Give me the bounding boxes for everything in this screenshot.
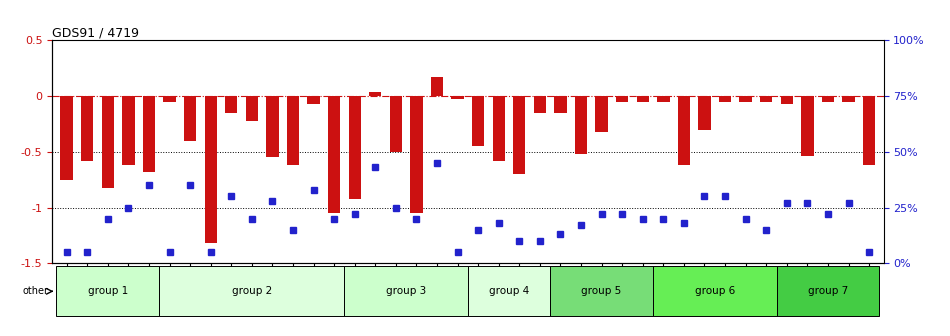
Bar bbox=[370, 92, 382, 96]
FancyBboxPatch shape bbox=[550, 266, 653, 317]
Bar bbox=[349, 96, 361, 199]
Bar bbox=[390, 96, 402, 152]
Bar bbox=[492, 96, 504, 161]
Bar bbox=[822, 96, 834, 102]
Bar bbox=[739, 96, 751, 102]
Bar bbox=[431, 77, 444, 96]
Bar bbox=[554, 96, 566, 113]
FancyBboxPatch shape bbox=[653, 266, 776, 317]
Bar bbox=[760, 96, 772, 102]
FancyBboxPatch shape bbox=[56, 266, 160, 317]
Bar bbox=[801, 96, 813, 156]
Bar bbox=[287, 96, 299, 165]
Bar bbox=[142, 96, 155, 172]
Bar bbox=[575, 96, 587, 154]
FancyBboxPatch shape bbox=[345, 266, 467, 317]
Bar bbox=[657, 96, 670, 102]
FancyBboxPatch shape bbox=[160, 266, 345, 317]
Bar bbox=[410, 96, 423, 213]
Bar bbox=[308, 96, 320, 104]
Bar bbox=[863, 96, 875, 165]
Bar bbox=[102, 96, 114, 187]
Bar bbox=[698, 96, 711, 130]
Text: group 7: group 7 bbox=[808, 286, 848, 296]
Text: group 5: group 5 bbox=[581, 286, 621, 296]
Text: group 6: group 6 bbox=[694, 286, 735, 296]
Bar bbox=[61, 96, 73, 180]
Bar bbox=[163, 96, 176, 102]
Text: group 1: group 1 bbox=[87, 286, 128, 296]
Bar bbox=[636, 96, 649, 102]
FancyBboxPatch shape bbox=[467, 266, 550, 317]
FancyBboxPatch shape bbox=[776, 266, 880, 317]
Text: group 2: group 2 bbox=[232, 286, 272, 296]
Bar bbox=[534, 96, 546, 113]
Bar bbox=[123, 96, 135, 165]
Bar bbox=[472, 96, 484, 146]
Bar bbox=[81, 96, 93, 161]
Bar bbox=[677, 96, 690, 165]
Bar bbox=[596, 96, 608, 132]
Bar bbox=[843, 96, 855, 102]
Bar bbox=[451, 96, 464, 99]
Bar bbox=[616, 96, 628, 102]
Bar bbox=[204, 96, 217, 243]
Text: group 3: group 3 bbox=[386, 286, 427, 296]
Text: group 4: group 4 bbox=[489, 286, 529, 296]
Bar bbox=[225, 96, 238, 113]
Text: GDS91 / 4719: GDS91 / 4719 bbox=[52, 26, 140, 39]
Bar bbox=[513, 96, 525, 174]
Bar bbox=[781, 96, 793, 104]
Bar bbox=[184, 96, 197, 141]
Text: other: other bbox=[22, 286, 48, 296]
Bar bbox=[328, 96, 340, 213]
Bar bbox=[719, 96, 732, 102]
Bar bbox=[266, 96, 278, 158]
Bar bbox=[246, 96, 258, 121]
